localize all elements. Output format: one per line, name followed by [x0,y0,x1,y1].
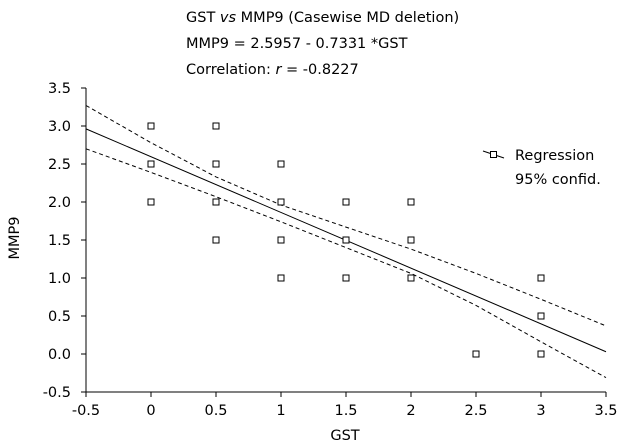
x-tick-label: 1 [276,403,285,419]
y-tick-label: 3.5 [48,81,71,97]
x-tick-label: 2.5 [464,403,487,419]
y-tick-label: 2.0 [48,195,71,211]
x-tick-label: 0.5 [204,403,227,419]
axis-ticks: -0.5 0 0.5 1 1.5 2 2.5 3 3.5 -0.5 0.0 0.5 1.0 1.5 2.0 2… [43,81,618,419]
data-point [212,236,220,244]
x-tick-label: 3.5 [594,403,617,419]
legend-confidence-label: 95% confid. [515,172,601,188]
data-point [537,350,545,358]
data-points [147,122,545,358]
y-tick-label: 0.5 [48,309,71,325]
data-point [537,274,545,282]
y-axis-label: MMP9 [7,217,23,260]
y-tick-label: 0.0 [48,347,71,363]
data-point [212,160,220,168]
data-point [277,274,285,282]
data-point [472,350,480,358]
data-point [277,198,285,206]
x-tick-label: 0 [146,403,155,419]
x-axis-label: GST [330,428,359,444]
y-tick-label: 1.5 [48,233,71,249]
y-tick-label: 3.0 [48,119,71,135]
data-point [147,198,155,206]
legend-regression-marker [490,151,497,158]
data-point [407,236,415,244]
data-point [407,274,415,282]
confidence-lower-line [85,148,607,379]
data-point [147,122,155,130]
chart-equation: MMP9 = 2.5957 - 0.7331 *GST [186,36,408,52]
confidence-band [85,105,607,379]
data-point [537,312,545,320]
legend-regression-label: Regression [515,148,594,164]
legend: Regression 95% confid. [482,148,601,188]
y-tick-label: -0.5 [43,385,71,401]
x-tick-label: 2 [406,403,415,419]
data-point [342,198,350,206]
y-tick-label: 1.0 [48,271,71,287]
chart-correlation: Correlation: r = -0.8227 [186,62,359,78]
chart-title: GST vs MMP9 (Casewise MD deletion) [186,10,459,26]
data-point [212,198,220,206]
data-point [212,122,220,130]
data-point [277,160,285,168]
confidence-upper-line [85,105,607,327]
data-point [277,236,285,244]
x-tick-label: 1.5 [334,403,357,419]
x-tick-label: 3 [536,403,545,419]
data-point [407,198,415,206]
data-point [342,274,350,282]
data-point [342,236,350,244]
data-point [147,160,155,168]
x-tick-label: -0.5 [72,403,100,419]
y-tick-label: 2.5 [48,157,71,173]
